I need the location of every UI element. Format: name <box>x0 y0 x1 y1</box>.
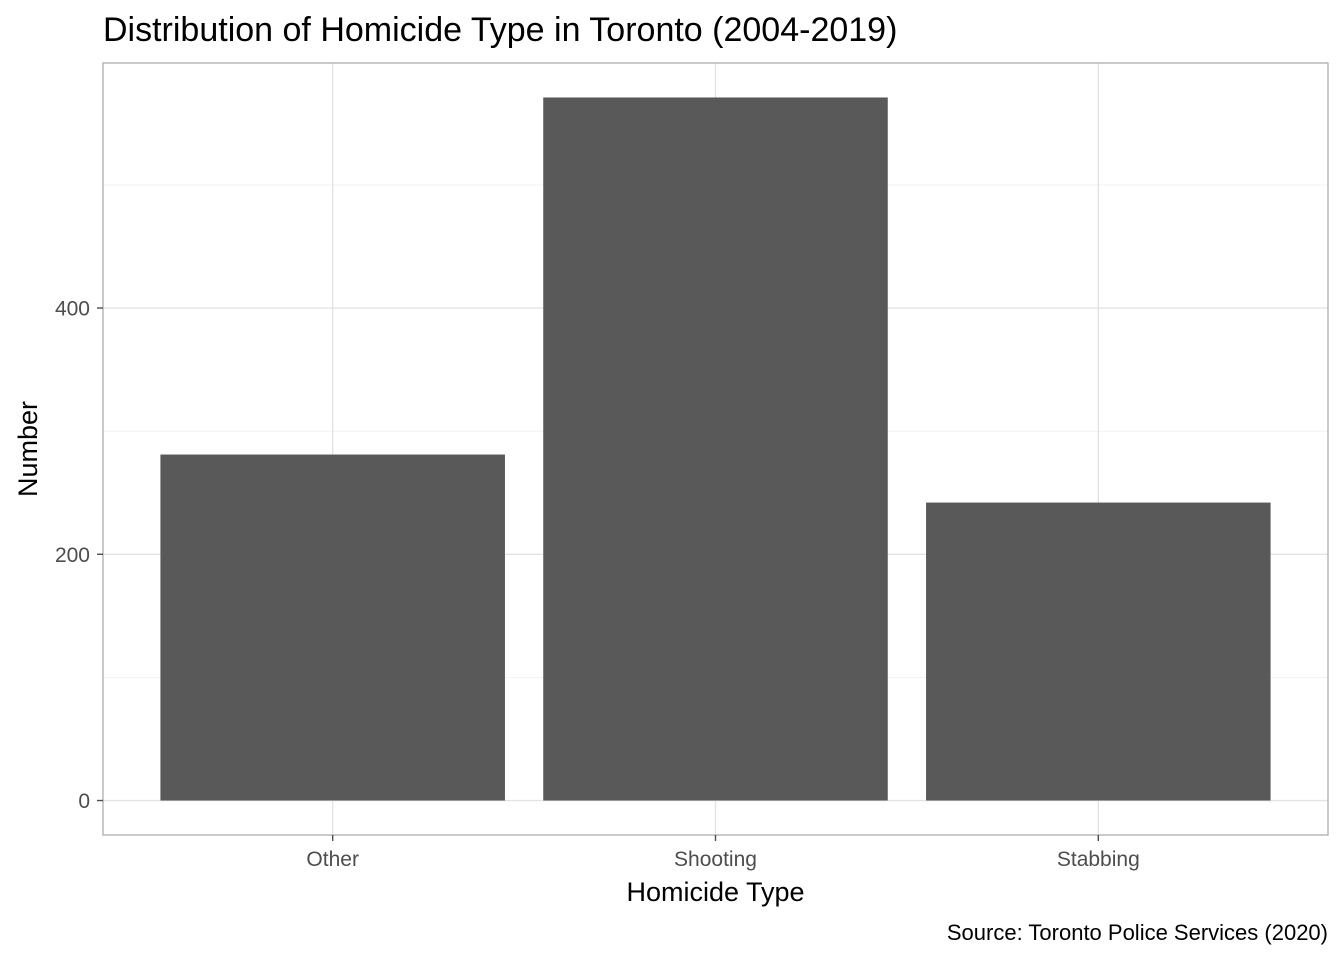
axis-ticks: 0 200 400 Other Shooting Stabbing <box>55 298 1140 871</box>
y-tick-label: 400 <box>55 298 90 321</box>
x-tick-label-stabbing: Stabbing <box>1057 848 1140 871</box>
y-tick-label: 200 <box>55 544 90 567</box>
y-axis-title: Number <box>13 401 43 497</box>
x-axis-title: Homicide Type <box>626 877 804 907</box>
y-tick-label: 0 <box>78 790 90 813</box>
bar-stabbing <box>926 502 1271 801</box>
x-tick-label-shooting: Shooting <box>674 848 757 871</box>
bars <box>160 97 1271 801</box>
chart-caption: Source: Toronto Police Services (2020) <box>947 920 1328 945</box>
bar-shooting <box>543 97 888 801</box>
x-tick-label-other: Other <box>306 848 359 871</box>
bar-other <box>160 454 505 801</box>
chart-title: Distribution of Homicide Type in Toronto… <box>103 11 897 49</box>
